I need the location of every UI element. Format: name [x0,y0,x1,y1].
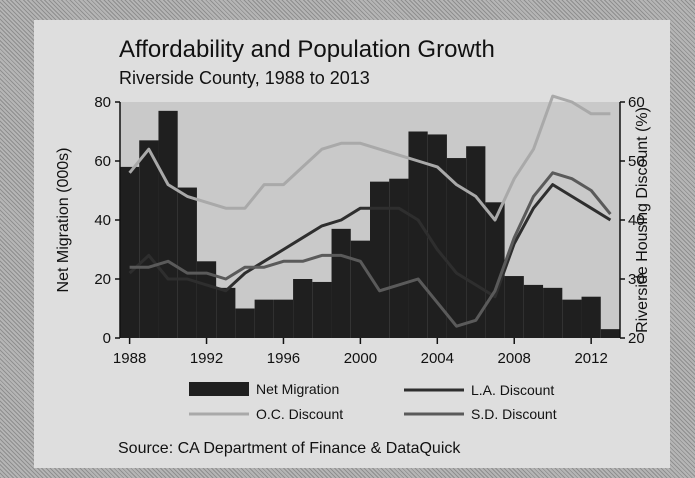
bar-2007 [485,202,505,338]
bar-2009 [523,284,544,338]
x-tick-label-1996: 1996 [267,350,300,367]
left-tick-label-80: 80 [94,94,111,111]
series-line-oc [128,94,611,222]
left-tick-label-20: 20 [94,271,111,288]
bar-1995 [254,299,274,338]
right-tick-label-40: 40 [628,212,645,229]
bars-layer [120,110,620,338]
bar-2013 [600,329,620,338]
bar-2010 [543,287,563,338]
x-tick-label-1992: 1992 [190,350,223,367]
chart-subtitle: Riverside County, 1988 to 2013 [119,68,370,88]
bar-1990 [158,110,178,338]
bar-2004 [427,134,447,338]
chart-panel: Affordability and Population Growth Rive… [34,20,670,468]
bar-2005 [446,158,467,338]
source-note: Source: CA Department of Finance & DataQ… [118,440,461,457]
x-tick-label-2000: 2000 [344,350,377,367]
x-tick-label-2012: 2012 [574,350,607,367]
series-line-sd [129,171,612,328]
left-axis-title: Net Migration (000s) [55,148,72,293]
bar-1997 [293,279,313,338]
bar-1994 [235,308,255,338]
chart-title: Affordability and Population Growth [119,36,495,63]
x-tick-label-2008: 2008 [498,350,531,367]
bar-2002 [389,178,409,338]
x-tick-label-2004: 2004 [421,350,454,367]
ticks-layer: 0 20 40 60 80 20 30 40 50 60 1988 1992 1996 2000 2004 2… [94,94,644,367]
bar-1998 [312,281,332,338]
right-axis-title: Riverside Housing Discount (%) [634,107,651,333]
right-tick-label-60: 60 [628,94,645,111]
legend-label-sd: S.D. Discount [471,406,557,422]
legend-swatch-net-migration [189,382,249,396]
bar-1988 [120,166,140,338]
bar-1999 [331,228,351,338]
left-tick-label-40: 40 [94,212,111,229]
lines-layer [128,94,612,328]
right-tick-label-20: 20 [628,330,645,347]
chart: Affordability and Population Growth Rive… [34,20,670,468]
left-tick-label-60: 60 [94,153,111,170]
bar-1992 [196,261,217,338]
bar-1989 [139,140,159,338]
legend-label-oc: O.C. Discount [256,406,343,422]
bar-1993 [216,287,236,338]
bar-2011 [562,299,582,338]
legend: Net Migration O.C. Discount L.A. Discoun… [189,381,557,422]
series-line-la [128,183,612,299]
right-tick-label-50: 50 [628,153,645,170]
bar-1991 [177,187,197,338]
bar-2008 [504,276,524,338]
legend-label-net-migration: Net Migration [256,381,339,397]
legend-label-la: L.A. Discount [471,382,554,398]
bar-2000 [350,240,370,338]
left-tick-label-0: 0 [103,330,111,347]
x-tick-label-1988: 1988 [113,350,146,367]
bar-2012 [581,296,601,338]
bar-2001 [370,181,390,338]
bar-1996 [273,299,294,338]
right-tick-label-30: 30 [628,271,645,288]
